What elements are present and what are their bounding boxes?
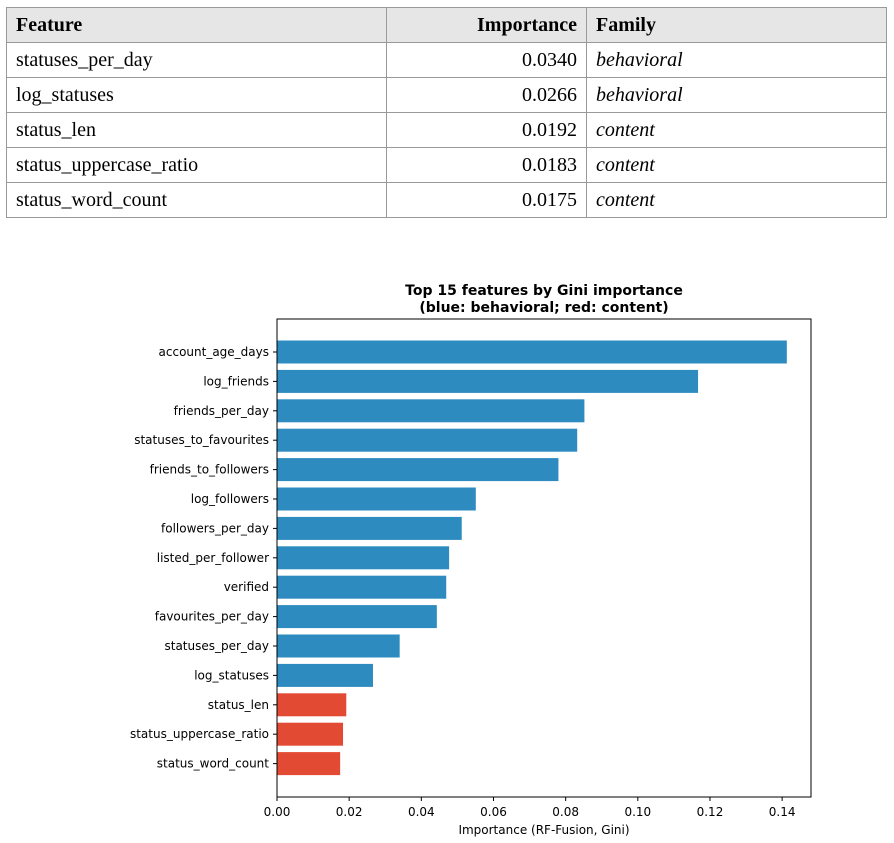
bar-friends-per-day [277, 399, 585, 423]
y-tick-label: log_friends [203, 374, 269, 388]
bar-followers-per-day [277, 516, 462, 540]
cell-family: content [586, 147, 887, 183]
y-tick-label: followers_per_day [161, 521, 269, 535]
cell-family: content [586, 112, 887, 148]
cell-importance: 0.0192 [386, 112, 587, 148]
table-row: status_uppercase_ratio 0.0183 content [6, 147, 887, 183]
bar-log-friends [277, 369, 699, 393]
table-header-row: Feature Importance Family [6, 7, 887, 43]
bars-group [277, 340, 787, 776]
header-feature: Feature [6, 7, 387, 43]
x-tick-label: 0.08 [552, 805, 579, 819]
category-labels-group: account_age_days log_friends friends_per_d… [130, 345, 277, 771]
table-row: status_len 0.0192 content [6, 112, 887, 148]
y-tick-label: log_followers [191, 492, 269, 506]
importance-bar-chart: Top 15 features by Gini importance (blue… [130, 283, 812, 837]
bar-status-len [277, 693, 347, 717]
y-tick-label: friends_per_day [174, 404, 269, 418]
x-tick-label: 0.02 [336, 805, 363, 819]
cell-feature: status_uppercase_ratio [6, 147, 387, 183]
bar-listed-per-follower [277, 546, 450, 570]
y-tick-label: listed_per_follower [157, 551, 269, 565]
bar-statuses-to-favourites [277, 428, 578, 452]
y-tick-label: friends_to_followers [150, 463, 269, 477]
cell-importance: 0.0175 [386, 182, 587, 218]
header-importance: Importance [386, 7, 587, 43]
cell-feature: status_word_count [6, 182, 387, 218]
cell-importance: 0.0183 [386, 147, 587, 183]
cell-feature: statuses_per_day [6, 42, 387, 78]
cell-family: content [586, 182, 887, 218]
bar-status-word-count [277, 752, 341, 776]
x-tick-label: 0.06 [480, 805, 507, 819]
y-tick-label: status_word_count [157, 757, 270, 771]
x-tick-label: 0.14 [769, 805, 796, 819]
bar-log-statuses [277, 663, 373, 687]
header-family: Family [586, 7, 887, 43]
bar-friends-to-followers [277, 458, 559, 482]
bar-favourites-per-day [277, 605, 437, 629]
y-tick-label: favourites_per_day [155, 610, 269, 624]
y-tick-label: log_statuses [194, 668, 269, 682]
table-row: log_statuses 0.0266 behavioral [6, 77, 887, 113]
cell-feature: status_len [6, 112, 387, 148]
chart-subtitle: (blue: behavioral; red: content) [419, 300, 668, 316]
bar-status-uppercase-ratio [277, 722, 344, 746]
x-tick-label: 0.00 [264, 805, 291, 819]
cell-importance: 0.0266 [386, 77, 587, 113]
table-row: status_word_count 0.0175 content [6, 182, 887, 218]
x-axis: 0.00 0.02 0.04 0.06 0.08 0.10 0.12 0.14 [264, 797, 796, 819]
y-tick-label: status_uppercase_ratio [130, 727, 269, 741]
x-tick-label: 0.12 [697, 805, 724, 819]
y-tick-label: statuses_per_day [164, 639, 269, 653]
bar-statuses-per-day [277, 634, 400, 658]
y-tick-label: statuses_to_favourites [134, 433, 269, 447]
cell-family: behavioral [586, 77, 887, 113]
cell-feature: log_statuses [6, 77, 387, 113]
y-tick-label: account_age_days [159, 345, 269, 359]
bar-account-age-days [277, 340, 787, 364]
bar-log-followers [277, 487, 476, 511]
bar-verified [277, 575, 447, 599]
cell-importance: 0.0340 [386, 42, 587, 78]
cell-family: behavioral [586, 42, 887, 78]
x-tick-label: 0.10 [624, 805, 651, 819]
y-tick-label: verified [224, 580, 269, 594]
y-tick-label: status_len [208, 698, 269, 712]
chart-title: Top 15 features by Gini importance [405, 283, 683, 299]
x-tick-label: 0.04 [408, 805, 435, 819]
x-axis-label: Importance (RF-Fusion, Gini) [458, 823, 629, 837]
table-row: statuses_per_day 0.0340 behavioral [6, 42, 887, 78]
plot-frame [276, 318, 812, 798]
feature-importance-table: Feature Importance Family statuses_per_d… [6, 7, 887, 218]
